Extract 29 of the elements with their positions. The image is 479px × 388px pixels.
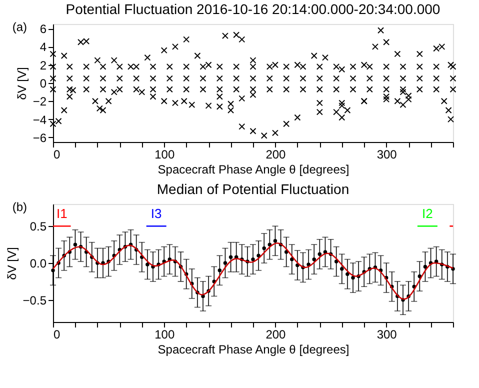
y-tick-label: 0.5 [30,220,47,234]
x-axis-title: Spacecraft Phase Angle θ [degrees] [158,342,350,356]
x-tick-label: 300 [376,328,398,342]
x-tick-label: 100 [154,328,175,342]
x-axis-title: Spacecraft Phase Angle θ [degrees] [158,162,350,176]
x-tick-label: 200 [266,148,286,162]
x-tick-label: 0 [54,328,60,342]
chart-title: Median of Potential Fluctuation [156,181,350,197]
series-label: I3 [150,206,162,222]
text: (b) [12,200,27,214]
x-tick-label: 100 [154,148,175,162]
y-axis-title: δV [V] [4,247,19,280]
y-tick-label: 0 [40,76,47,90]
series-label: I1 [56,206,68,222]
y-tick-label: 0.0 [30,256,47,270]
y-tick-label: −6 [32,130,47,145]
series-label: I2 [422,206,433,222]
y-tick-label: 2 [40,58,47,72]
x-tick-label: 300 [376,148,398,162]
y-tick-label: −4 [32,112,47,127]
y-tick-label: 4 [40,40,47,54]
x-tick-label: 0 [54,148,60,162]
text: (a) [12,20,27,34]
y-tick-label: −2 [32,94,47,109]
y-axis-title: δV [V] [14,67,29,100]
x-tick-label: 200 [266,328,286,342]
chart-title: Potential Fluctuation 2016-10-16 20:14:00.000-20:34:00.000 [66,1,440,17]
y-tick-label: −0.5 [22,293,47,308]
y-tick-label: 6 [40,22,47,36]
